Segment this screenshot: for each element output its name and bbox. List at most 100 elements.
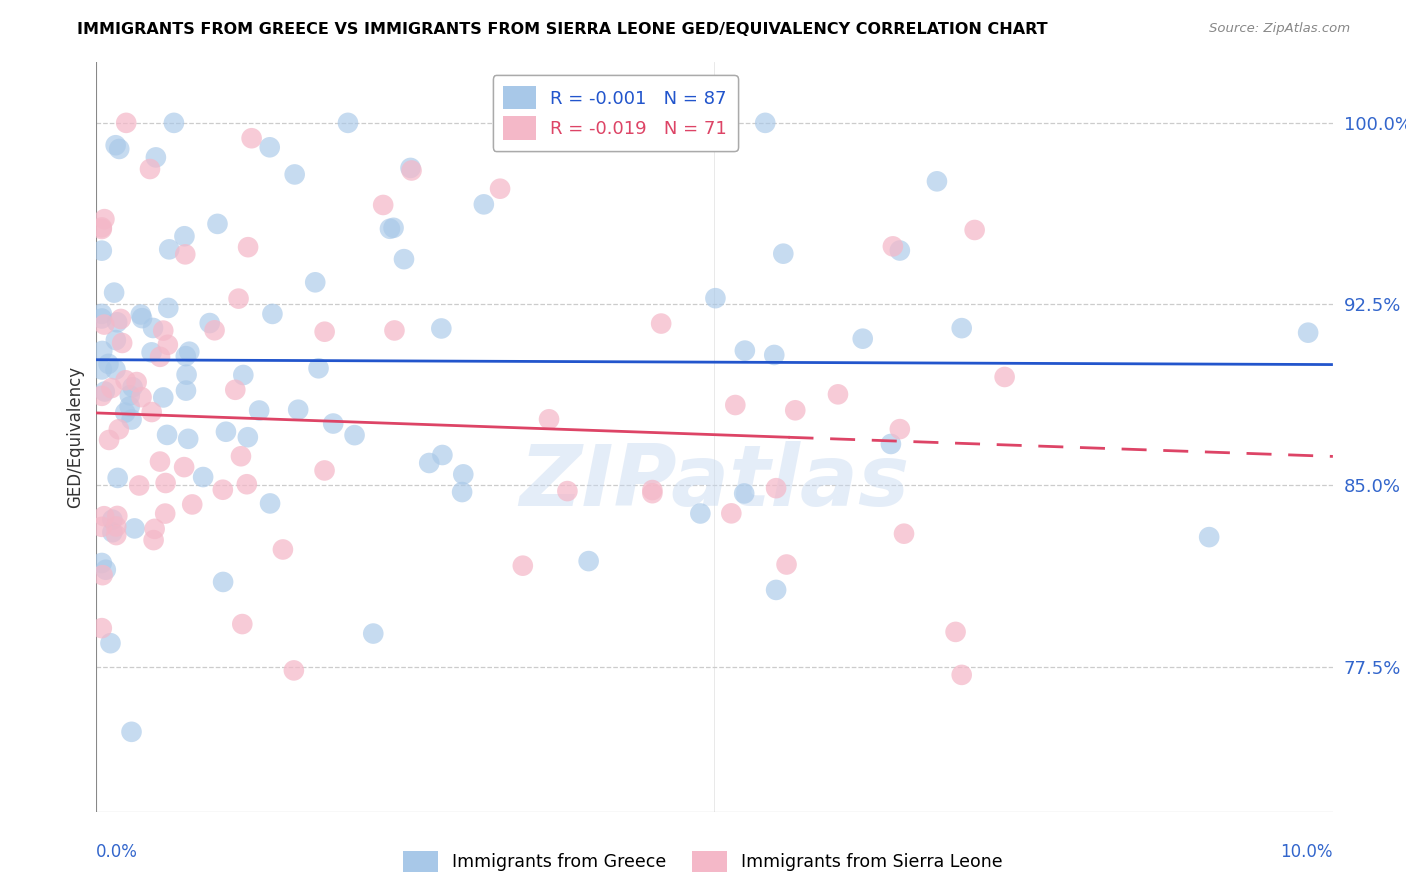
Point bbox=[101, 513, 124, 527]
Point bbox=[689, 507, 711, 521]
Point bbox=[94, 563, 117, 577]
Point bbox=[118, 388, 141, 402]
Point bbox=[173, 229, 195, 244]
Point bbox=[198, 316, 221, 330]
Point bbox=[880, 437, 903, 451]
Point bbox=[950, 668, 973, 682]
Point bbox=[157, 243, 180, 257]
Y-axis label: GED/Equivalency: GED/Equivalency bbox=[66, 366, 84, 508]
Point bbox=[143, 522, 166, 536]
Point bbox=[432, 448, 454, 462]
Point bbox=[650, 317, 672, 331]
Point bbox=[142, 533, 165, 547]
Point bbox=[212, 574, 235, 589]
Point bbox=[90, 621, 112, 635]
Point bbox=[215, 425, 238, 439]
Point bbox=[108, 142, 131, 156]
Point bbox=[174, 349, 197, 363]
Point bbox=[155, 475, 177, 490]
Point bbox=[90, 389, 112, 403]
Point bbox=[152, 391, 174, 405]
Point bbox=[994, 370, 1017, 384]
Point bbox=[399, 161, 422, 175]
Point bbox=[149, 454, 172, 468]
Point bbox=[108, 422, 131, 436]
Point bbox=[100, 636, 122, 650]
Point bbox=[156, 338, 179, 352]
Point bbox=[262, 307, 284, 321]
Point bbox=[94, 384, 117, 399]
Point bbox=[893, 526, 915, 541]
Point bbox=[181, 498, 204, 512]
Point bbox=[232, 368, 254, 382]
Point bbox=[104, 333, 127, 347]
Point bbox=[145, 150, 167, 164]
Point bbox=[304, 275, 326, 289]
Point bbox=[537, 412, 560, 426]
Point bbox=[110, 312, 132, 326]
Point bbox=[336, 116, 359, 130]
Point bbox=[114, 406, 136, 420]
Point bbox=[121, 380, 143, 394]
Point bbox=[90, 307, 112, 321]
Point bbox=[107, 471, 129, 485]
Point bbox=[104, 138, 127, 153]
Point bbox=[392, 252, 415, 267]
Point bbox=[211, 483, 233, 497]
Point bbox=[142, 321, 165, 335]
Point bbox=[115, 116, 138, 130]
Point bbox=[114, 373, 136, 387]
Point bbox=[104, 362, 127, 376]
Point bbox=[720, 507, 742, 521]
Point bbox=[131, 311, 153, 326]
Point bbox=[382, 220, 405, 235]
Point bbox=[90, 311, 112, 326]
Point bbox=[111, 335, 134, 350]
Point bbox=[308, 361, 330, 376]
Point bbox=[314, 325, 336, 339]
Point bbox=[401, 163, 423, 178]
Point bbox=[176, 368, 198, 382]
Text: ZIPatlas: ZIPatlas bbox=[519, 441, 910, 524]
Point bbox=[90, 556, 112, 570]
Point bbox=[384, 323, 406, 337]
Point bbox=[1198, 530, 1220, 544]
Point bbox=[103, 285, 125, 300]
Point bbox=[105, 528, 128, 542]
Point bbox=[925, 174, 948, 188]
Point bbox=[157, 301, 180, 315]
Point bbox=[93, 318, 115, 332]
Text: Source: ZipAtlas.com: Source: ZipAtlas.com bbox=[1209, 22, 1350, 36]
Point bbox=[430, 321, 453, 335]
Point bbox=[163, 116, 186, 130]
Point bbox=[882, 239, 904, 253]
Text: 10.0%: 10.0% bbox=[1281, 843, 1333, 861]
Point bbox=[128, 478, 150, 492]
Point bbox=[704, 291, 727, 305]
Point bbox=[90, 222, 112, 236]
Point bbox=[156, 428, 179, 442]
Point bbox=[224, 383, 246, 397]
Point bbox=[207, 217, 229, 231]
Point bbox=[451, 485, 474, 500]
Point bbox=[314, 463, 336, 477]
Point bbox=[489, 182, 512, 196]
Point bbox=[945, 624, 967, 639]
Text: IMMIGRANTS FROM GREECE VS IMMIGRANTS FROM SIERRA LEONE GED/EQUIVALENCY CORRELATI: IMMIGRANTS FROM GREECE VS IMMIGRANTS FRO… bbox=[77, 22, 1047, 37]
Point bbox=[93, 509, 115, 524]
Point bbox=[578, 554, 600, 568]
Point bbox=[772, 246, 794, 260]
Point bbox=[472, 197, 495, 211]
Point bbox=[754, 116, 776, 130]
Point bbox=[90, 220, 112, 235]
Point bbox=[733, 486, 755, 500]
Point bbox=[765, 481, 787, 495]
Point bbox=[105, 508, 128, 523]
Point bbox=[451, 467, 474, 482]
Point bbox=[271, 542, 294, 557]
Legend: Immigrants from Greece, Immigrants from Sierra Leone: Immigrants from Greece, Immigrants from … bbox=[396, 844, 1010, 879]
Point bbox=[827, 387, 849, 401]
Point bbox=[950, 321, 973, 335]
Point bbox=[284, 168, 307, 182]
Point bbox=[125, 375, 148, 389]
